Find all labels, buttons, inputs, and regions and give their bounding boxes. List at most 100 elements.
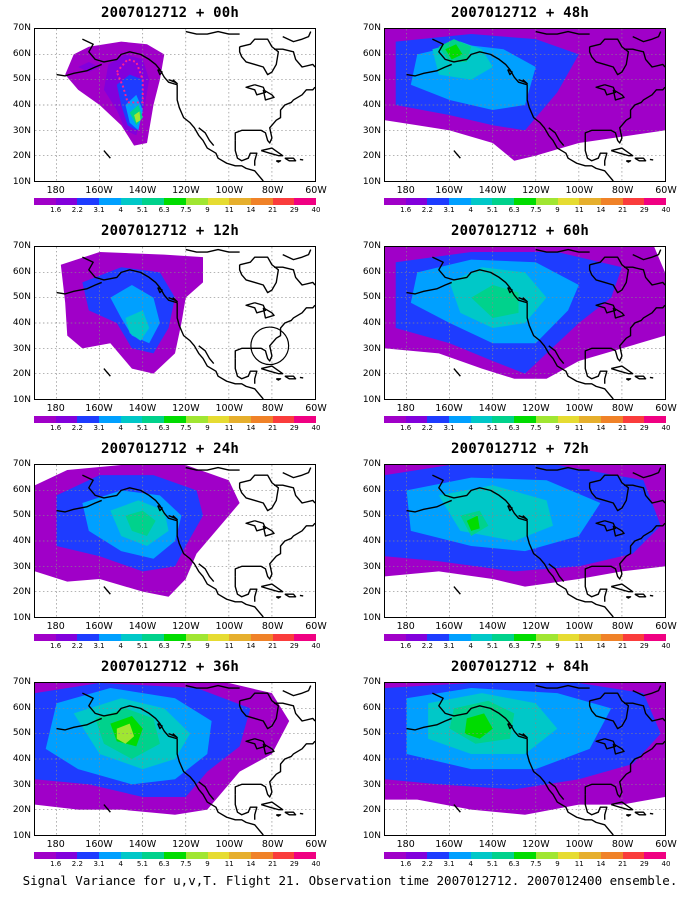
longitude-label: 80W [611,839,634,850]
colorbar-label: 1.6 [50,860,62,868]
longitude-label: 120W [172,403,200,414]
latitude-label: 70N [362,241,381,251]
longitude-label: 140W [478,839,507,850]
colorbar-label: 21 [268,424,278,432]
longitude-label: 60W [305,621,327,632]
colorbar-swatch [142,198,165,205]
colorbar-swatch [449,198,471,205]
coastline [518,296,528,303]
longitude-label: 180 [46,839,65,850]
variance-map [384,464,666,618]
colorbar-swatch [514,852,536,859]
latitude-label: 50N [12,510,31,521]
colorbar-swatch [164,198,186,205]
colorbar-label: 4 [468,642,473,650]
colorbar-label: 1.6 [400,424,412,432]
coastline [612,525,625,537]
colorbar-labels: 1.6 2.2 3.1 4 5.1 6.3 7.5 9 11 14 21 29 40 [384,424,670,433]
longitude-label: 120W [172,839,200,850]
latitude-label: 60N [12,484,31,495]
colorbar-labels: 1.6 2.2 3.1 4 5.1 6.3 7.5 9 11 14 21 29 40 [34,642,320,651]
colorbar-swatch [644,852,666,859]
colorbar-swatch [470,634,493,641]
colorbar-swatch [229,198,251,205]
colorbar [384,852,666,859]
latitude-label: 20N [12,587,31,598]
coastline [632,467,662,479]
colorbar-swatch [55,416,78,423]
coastline [584,522,665,580]
colorbar-swatch [449,416,471,423]
colorbar-label: 29 [289,642,299,650]
colorbar-swatch [207,634,230,641]
colorbar-label: 6.3 [508,860,520,868]
variance-map [34,28,316,182]
coastline [610,583,634,593]
coastline [198,563,215,583]
colorbar-label: 40 [661,206,671,214]
colorbar-swatch [250,198,273,205]
latitude-label: 70N [362,459,381,469]
colorbar-label: 2.2 [421,642,433,650]
coastline [432,256,614,399]
coastline [157,722,163,730]
coastline [284,157,297,162]
longitude-label: 60W [305,839,327,850]
coastline [595,84,617,96]
latitude-label: 10N [362,395,381,405]
coastline [282,685,312,697]
coastline [260,147,284,157]
colorbar-swatch [384,416,406,423]
latitude-label: 10N [362,831,381,841]
flight-track [115,58,144,104]
colorbar-label: 7.5 [530,206,542,214]
coastline [548,781,565,801]
colorbar-label: 3.1 [93,860,105,868]
variance-map [34,464,316,618]
longitude-label: 120W [172,185,200,196]
colorbar-label: 21 [618,424,628,432]
colorbar-label: 14 [596,206,606,214]
longitude-label: 60W [305,185,327,196]
latitude-label: 10N [12,395,31,405]
coastline [453,150,461,159]
latitude-label: 60N [12,702,31,713]
colorbar-swatch [600,198,623,205]
latitude-label: 50N [362,74,381,85]
latitude-label: 40N [12,536,31,546]
coastline [432,474,614,617]
longitude-label: 60W [655,403,677,414]
coastline [234,522,315,580]
colorbar-label: 21 [268,206,278,214]
colorbar-swatch [229,852,251,859]
coastline [234,86,315,144]
colorbar-label: 5.1 [486,642,499,650]
coastline [274,266,315,286]
colorbar-swatch [99,416,121,423]
colorbar-swatch [579,416,601,423]
latitude-label: 70N [362,677,381,687]
colorbar-swatch [99,634,121,641]
colorbar-label: 9 [555,642,560,650]
colorbar-swatch [120,852,143,859]
longitude-label: 140W [478,403,507,414]
colorbar-swatch [229,416,251,423]
coastline [260,801,284,811]
coastline [507,504,513,512]
forecast-panel: 2007012712 + 48h 70N 60N 50N 40N 30N 20N 10N 180… [350,5,690,220]
coastline [198,781,215,801]
colorbar-swatch [427,634,450,641]
colorbar-label: 21 [618,860,628,868]
colorbar-swatch [34,416,56,423]
colorbar-label: 7.5 [530,860,542,868]
coastline [625,596,632,599]
colorbar-swatch [229,634,251,641]
colorbar-label: 40 [311,860,321,868]
latitude-label: 50N [12,292,31,303]
coastline [632,31,662,43]
colorbar-labels: 1.6 2.2 3.1 4 5.1 6.3 7.5 9 11 14 21 29 40 [34,860,320,869]
coastline [245,302,267,314]
colorbar-label: 5.1 [486,860,499,868]
colorbar-swatch [250,634,273,641]
longitude-label: 80W [261,185,284,196]
